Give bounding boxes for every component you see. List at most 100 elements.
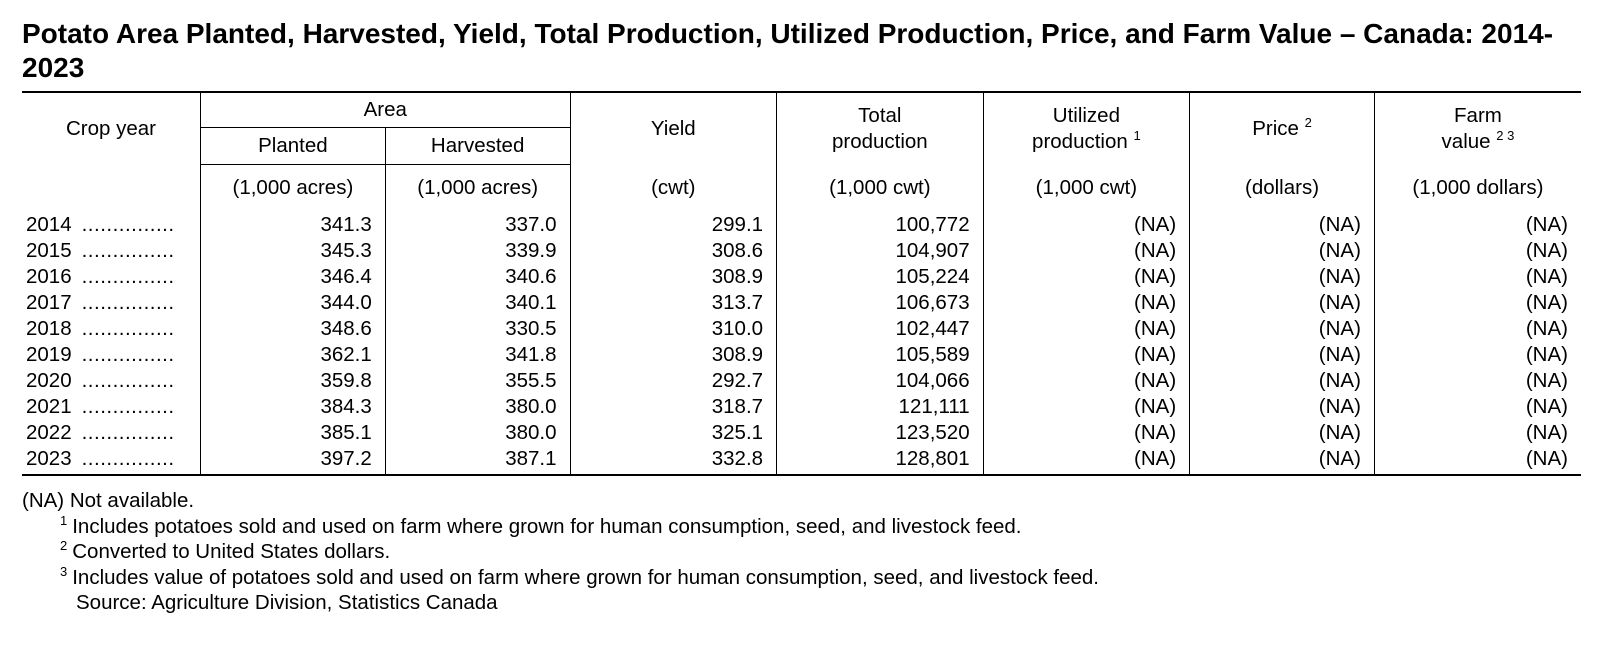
- header-farm-footnote: 2 3: [1496, 127, 1515, 143]
- year-cell: 2021...............: [22, 394, 201, 420]
- footnote-1-text: Includes potatoes sold and used on farm …: [72, 514, 1022, 538]
- header-total-line2: production: [831, 129, 928, 153]
- footnote-2-mark: 2: [60, 538, 68, 553]
- dot-leader: ...............: [81, 291, 175, 314]
- footnote-1-mark: 1: [60, 512, 68, 528]
- utilized-production-cell: (NA): [982, 394, 1190, 420]
- footnotes: (NA) Not available. 1 Includes potatoes s…: [22, 488, 1099, 616]
- footnote-2: 2 Converted to United States dollars.: [22, 539, 1099, 565]
- price-cell: (NA): [1189, 316, 1375, 342]
- yield-cell: 308.6: [569, 238, 777, 264]
- header-area: Area: [200, 91, 571, 128]
- harvested-cell: 355.5: [384, 368, 571, 394]
- yield-cell: 308.9: [569, 342, 777, 368]
- total-production-cell: 104,907: [776, 238, 984, 264]
- table-title: Potato Area Planted, Harvested, Yield, T…: [22, 18, 1554, 83]
- total-production-cell: 105,224: [776, 264, 984, 290]
- farm-value-cell: (NA): [1373, 290, 1581, 316]
- table-row: 2021............... 384.3 380.0 318.7 12…: [22, 394, 1581, 420]
- table-body: (1,000 acres) (1,000 acres) (cwt) (1,000…: [22, 164, 1581, 476]
- utilized-production-cell: (NA): [982, 316, 1190, 342]
- harvested-cell: 341.8: [384, 342, 571, 368]
- dot-leader: ...............: [81, 447, 175, 470]
- utilized-production-cell: (NA): [982, 290, 1190, 316]
- yield-cell: 332.8: [569, 446, 777, 476]
- table-row: 2018............... 348.6 330.5 310.0 10…: [22, 316, 1581, 342]
- year-label: 2016: [26, 265, 72, 288]
- year-cell: 2023...............: [22, 446, 201, 476]
- yield-cell: 292.7: [569, 368, 777, 394]
- header-planted: Planted: [200, 127, 386, 165]
- header-harvested: Harvested: [384, 127, 571, 165]
- yield-cell: 318.7: [569, 394, 777, 420]
- price-cell: (NA): [1189, 446, 1375, 476]
- farm-value-cell: (NA): [1373, 446, 1581, 476]
- dot-leader: ...............: [81, 239, 175, 262]
- units-cell: (cwt): [569, 164, 777, 212]
- units-cell: (1,000 cwt): [776, 164, 984, 212]
- table-row: 2017............... 344.0 340.1 313.7 10…: [22, 290, 1581, 316]
- price-cell: (NA): [1189, 394, 1375, 420]
- planted-cell: 359.8: [200, 368, 386, 394]
- harvested-cell: 340.6: [384, 264, 571, 290]
- total-production-cell: 100,772: [776, 212, 984, 238]
- planted-cell: 344.0: [200, 290, 386, 316]
- footnote-2-text: Converted to United States dollars.: [72, 540, 391, 563]
- planted-cell: 341.3: [200, 212, 386, 238]
- year-cell: 2017...............: [22, 290, 201, 316]
- header-total-production: Total production: [776, 91, 984, 165]
- table-header: Crop year Area Yield Total production Ut…: [22, 91, 1581, 165]
- header-farm-line2: value: [1441, 129, 1491, 153]
- price-cell: (NA): [1189, 238, 1375, 264]
- yield-cell: 325.1: [569, 420, 777, 446]
- units-cell: (1,000 cwt): [982, 164, 1190, 212]
- units-cell: (1,000 acres): [200, 164, 386, 212]
- price-cell: (NA): [1189, 264, 1375, 290]
- year-label: 2022: [26, 421, 72, 444]
- farm-value-cell: (NA): [1373, 420, 1581, 446]
- total-production-cell: 104,066: [776, 368, 984, 394]
- planted-cell: 348.6: [200, 316, 386, 342]
- total-production-cell: 102,447: [776, 316, 984, 342]
- table-row: 2022............... 385.1 380.0 325.1 12…: [22, 420, 1581, 446]
- farm-value-cell: (NA): [1373, 238, 1581, 264]
- header-utilized-line2: production: [1032, 129, 1128, 153]
- year-label: 2019: [26, 343, 72, 366]
- harvested-cell: 339.9: [384, 238, 571, 264]
- harvested-cell: 380.0: [384, 420, 571, 446]
- harvested-cell: 387.1: [384, 446, 571, 476]
- year-cell: 2022...............: [22, 420, 201, 446]
- year-label: 2018: [26, 317, 72, 340]
- dot-leader: ...............: [81, 213, 175, 236]
- year-label: 2023: [26, 447, 72, 470]
- utilized-production-cell: (NA): [982, 446, 1190, 476]
- yield-cell: 308.9: [569, 264, 777, 290]
- header-utilized-line1: Utilized: [1052, 103, 1120, 127]
- farm-value-cell: (NA): [1373, 394, 1581, 420]
- header-utilized-production: Utilized production 1: [982, 91, 1190, 165]
- year-cell: 2019...............: [22, 342, 201, 368]
- header-price-label: Price: [1252, 116, 1299, 140]
- utilized-production-cell: (NA): [982, 368, 1190, 394]
- year-label: 2015: [26, 239, 72, 262]
- harvested-cell: 340.1: [384, 290, 571, 316]
- header-crop-year: Crop year: [22, 91, 201, 165]
- header-utilized-footnote: 1: [1133, 127, 1141, 143]
- total-production-cell: 105,589: [776, 342, 984, 368]
- dot-leader: ...............: [81, 369, 175, 392]
- table-row: 2014............... 341.3 337.0 299.1 10…: [22, 212, 1581, 238]
- units-cell: (dollars): [1189, 164, 1375, 212]
- header-price: Price 2: [1189, 91, 1375, 165]
- farm-value-cell: (NA): [1373, 342, 1581, 368]
- price-cell: (NA): [1189, 342, 1375, 368]
- total-production-cell: 106,673: [776, 290, 984, 316]
- utilized-production-cell: (NA): [982, 342, 1190, 368]
- planted-cell: 385.1: [200, 420, 386, 446]
- total-production-cell: 128,801: [776, 446, 984, 476]
- header-price-footnote: 2: [1304, 114, 1312, 130]
- utilized-production-cell: (NA): [982, 212, 1190, 238]
- year-label: 2021: [26, 395, 72, 418]
- year-cell: 2016...............: [22, 264, 201, 290]
- price-cell: (NA): [1189, 212, 1375, 238]
- dot-leader: ...............: [81, 395, 175, 418]
